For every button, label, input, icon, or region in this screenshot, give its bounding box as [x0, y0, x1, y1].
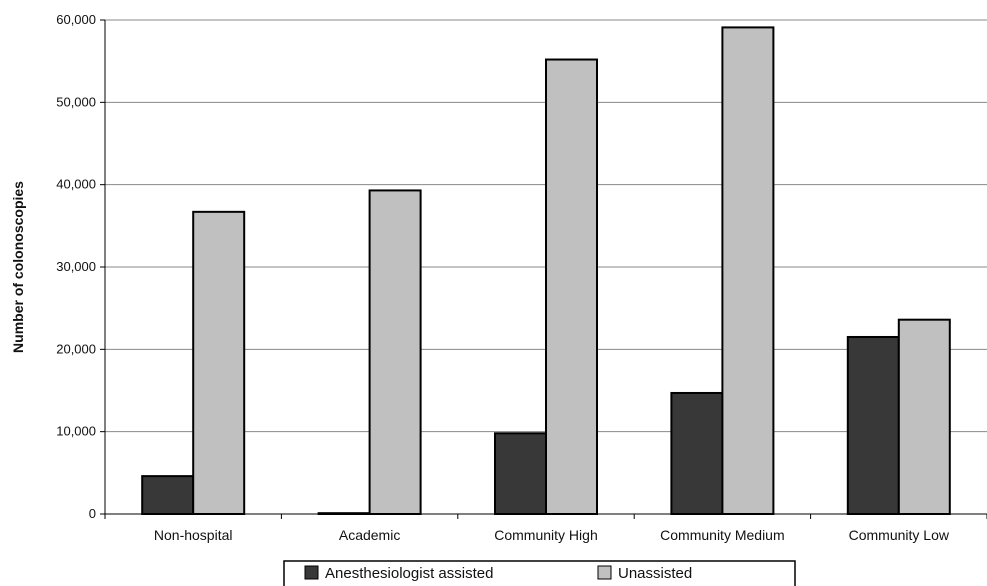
legend-swatch — [597, 565, 612, 580]
y-tick-label: 20,000 — [56, 341, 96, 356]
legend-label: Unassisted — [618, 565, 692, 582]
legend-label: Anesthesiologist assisted — [325, 565, 493, 582]
bar-anesthesiologist-assisted — [317, 512, 371, 516]
bar-anesthesiologist-assisted — [846, 335, 900, 515]
bar-anesthesiologist-assisted — [141, 475, 195, 516]
x-tick-label: Academic — [339, 527, 400, 543]
bar-unassisted — [368, 189, 422, 515]
legend-swatch — [304, 565, 319, 580]
bar-unassisted — [545, 58, 598, 516]
y-tick-label: 0 — [89, 506, 96, 521]
bar-anesthesiologist-assisted — [494, 432, 547, 515]
y-tick-label: 50,000 — [56, 94, 96, 109]
y-tick-label: 30,000 — [56, 259, 96, 274]
x-axis: Non-hospital Academic Community High Commun… — [104, 513, 987, 543]
bars — [141, 26, 951, 516]
x-tick-label: Non-hospital — [154, 527, 233, 543]
x-tick-label: Community High — [494, 527, 597, 543]
x-tick-label: Community Medium — [660, 527, 784, 543]
legend-box — [283, 560, 796, 586]
y-axis: 0 10,000 20,000 30,000 40,000 50,000 60,000 — [56, 12, 106, 521]
y-tick-label: 60,000 — [56, 12, 96, 27]
legend: Anesthesiologist assisted Unassisted — [283, 560, 796, 586]
bar-unassisted — [721, 26, 775, 515]
x-tick-label: Community Low — [849, 527, 950, 543]
y-tick-label: 40,000 — [56, 177, 96, 192]
y-tick-label: 10,000 — [56, 424, 96, 439]
bar-unassisted — [897, 318, 951, 515]
y-axis-title: Number of colonoscopies — [10, 181, 26, 353]
bar-unassisted — [192, 210, 246, 515]
bar-anesthesiologist-assisted — [670, 391, 724, 515]
